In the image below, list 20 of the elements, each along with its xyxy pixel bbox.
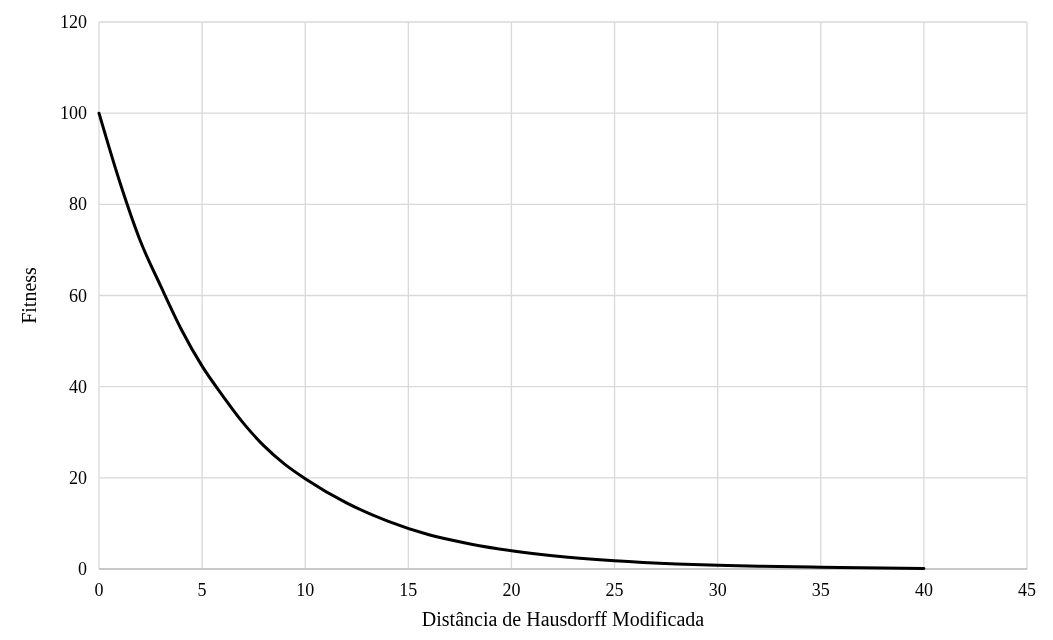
x-tick-label: 35 bbox=[811, 580, 830, 600]
x-tick-label: 40 bbox=[914, 580, 933, 600]
x-tick-label: 5 bbox=[197, 580, 207, 600]
y-tick-label: 100 bbox=[60, 103, 87, 124]
x-axis-title: Distância de Hausdorff Modificada bbox=[421, 608, 705, 630]
y-tick-label: 40 bbox=[69, 376, 87, 397]
y-tick-label: 80 bbox=[69, 194, 87, 215]
x-tick-label: 30 bbox=[708, 580, 727, 600]
x-tick-label: 25 bbox=[605, 580, 624, 600]
x-tick-label: 20 bbox=[502, 580, 521, 600]
y-tick-label: 20 bbox=[69, 467, 87, 488]
x-tick-label: 10 bbox=[296, 580, 315, 600]
y-axis-title: Fitness bbox=[18, 266, 40, 324]
x-tick-label: 0 bbox=[94, 580, 104, 600]
x-tick-label: 15 bbox=[399, 580, 418, 600]
y-tick-label: 60 bbox=[69, 285, 87, 306]
y-tick-label: 0 bbox=[78, 559, 87, 579]
line-series bbox=[97, 111, 926, 571]
y-tick-label: 120 bbox=[60, 12, 87, 32]
x-tick-label: 45 bbox=[1018, 580, 1036, 600]
